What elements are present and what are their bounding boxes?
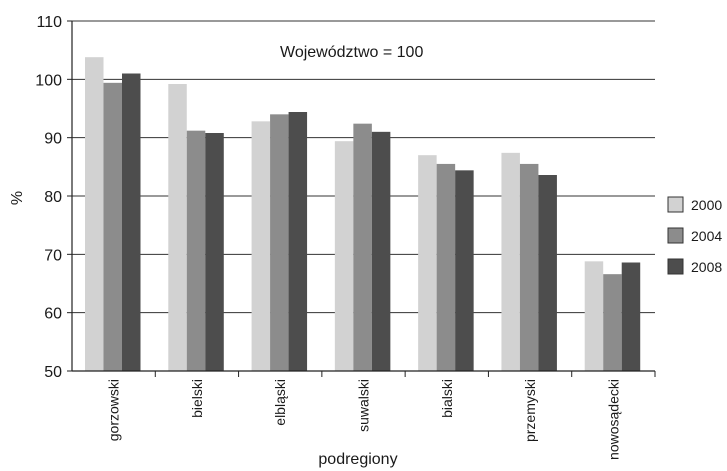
legend-label: 2004 [691,228,722,244]
y-tick-label: 60 [44,306,62,323]
bar-2000-gorzowski [85,57,104,372]
y-tick-label: 70 [44,247,62,264]
legend: 2000 2004 2008 [667,196,722,275]
bar-2000-bielski [168,84,187,371]
bar-2008-bialski [455,170,474,371]
x-tick-label: bielski [189,379,205,418]
x-tick-label: elbląski [272,379,288,426]
bar-2004-przemyski [519,163,539,371]
bar-2000-elbląski [251,121,271,371]
x-tick-labels: gorzowski bielski elbląski suwalski bialski p… [106,371,656,460]
bars [85,57,641,372]
legend-label: 2008 [691,259,722,275]
y-tick-label: 100 [35,72,62,89]
bar-2008-gorzowski [122,73,141,371]
bar-2008-nowosądecki [621,262,641,371]
legend-swatch-2008 [667,258,684,275]
legend-swatch-2000 [667,196,684,213]
x-tick-label: bialski [439,379,455,418]
y-tick-label: 110 [36,14,62,31]
bar-2008-przemyski [538,175,557,371]
y-tick-label: 90 [44,131,62,148]
bar-2000-suwalski [334,141,354,371]
y-tick-label: 80 [44,189,62,206]
x-tick-label: gorzowski [106,379,122,441]
bar-2000-bialski [418,155,437,371]
y-axis-label: % [9,191,26,205]
bar-2000-nowosądecki [584,261,604,371]
y-tick-labels: 50 60 70 80 90 100 110 [35,14,72,381]
y-tick-label: 50 [44,364,62,381]
bar-2004-gorzowski [103,82,122,371]
bar-2004-nowosądecki [603,274,622,371]
x-tick-label: przemyski [522,379,538,442]
x-tick-label: suwalski [356,379,372,432]
bar-2004-elbląski [270,114,289,371]
chart-annotation: Województwo = 100 [280,44,423,61]
bar-2004-bielski [186,130,206,371]
bar-2008-bielski [205,133,224,371]
bar-2000-przemyski [501,152,520,371]
bar-2008-suwalski [371,131,391,371]
x-tick-label: nowosądecki [605,379,621,460]
x-axis-label: podregiony [318,451,397,468]
bar-2004-bialski [436,163,456,371]
bar-2004-suwalski [353,123,372,372]
legend-swatch-2004 [667,227,684,244]
bar-2008-elbląski [288,112,308,371]
legend-label: 2000 [691,197,722,213]
